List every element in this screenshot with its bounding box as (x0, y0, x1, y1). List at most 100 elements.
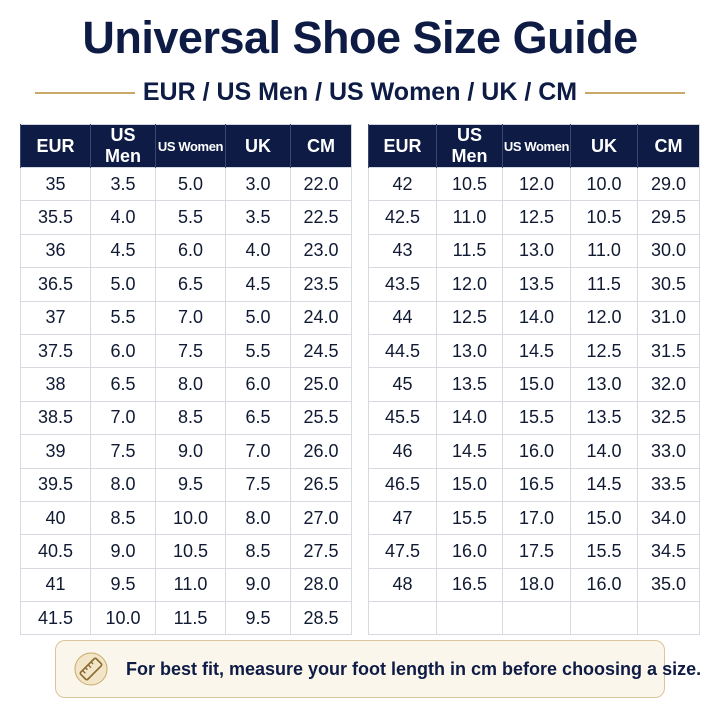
size-cell: 11.0 (155, 567, 226, 603)
size-cell: 45 (368, 367, 437, 402)
size-cell: 7.0 (225, 434, 291, 469)
divider (35, 92, 135, 94)
size-cell: 4.5 (225, 267, 291, 302)
size-cell: 10.5 (570, 200, 638, 235)
size-cell: 32.5 (637, 400, 700, 436)
table-head: EUR US Men US Women UK CM (20, 124, 352, 168)
size-cell: 32.0 (637, 367, 700, 402)
size-cell: 48 (368, 567, 437, 603)
size-cell: 16.5 (502, 467, 571, 502)
size-cell: 33.5 (637, 467, 700, 502)
size-cell: 43.5 (368, 267, 437, 302)
size-cell: 24.0 (290, 300, 352, 335)
tip-text: For best fit, measure your foot length i… (126, 659, 702, 679)
size-row: 45 13.5 15.0 13.0 32.0 (368, 367, 700, 402)
size-cell: 8.0 (90, 467, 156, 502)
size-row: 42 10.5 12.0 10.0 29.0 (368, 166, 700, 202)
size-cell: 36.5 (20, 267, 91, 302)
size-cell: 14.5 (502, 333, 571, 369)
size-row: 39 7.5 9.0 7.0 26.0 (20, 434, 352, 469)
size-cell: 5.0 (90, 267, 156, 302)
size-cell: 5.0 (155, 166, 226, 202)
size-cell: 12.5 (436, 300, 503, 335)
size-cell: 25.0 (290, 367, 352, 402)
size-cell: 8.0 (155, 367, 226, 402)
table-body: 35 3.5 5.0 3.0 22.0 35.5 4.0 5.5 3.5 22.5 36 4.5 6.0… (20, 166, 352, 636)
size-cell: 42.5 (368, 200, 437, 235)
size-cell: 11.5 (570, 267, 638, 302)
size-cell: 14.5 (436, 434, 503, 469)
size-cell: 9.5 (155, 467, 226, 502)
size-cell: 46 (368, 434, 437, 469)
size-cell: 13.0 (502, 233, 571, 269)
size-cell: 4.0 (225, 233, 291, 269)
size-cell: 29.5 (637, 200, 700, 235)
size-row: 36.5 5.0 6.5 4.5 23.5 (20, 267, 352, 302)
size-cell: 7.0 (155, 300, 226, 335)
size-cell: 6.0 (225, 367, 291, 402)
column-header: US Women (502, 124, 571, 168)
size-cell: 10.5 (155, 534, 226, 569)
size-cell: 23.5 (290, 267, 352, 302)
size-cell: 10.0 (570, 166, 638, 202)
empty-cell (368, 601, 437, 636)
size-cell: 39 (20, 434, 91, 469)
size-cell: 31.5 (637, 333, 700, 369)
size-cell: 12.0 (570, 300, 638, 335)
size-row: 35.5 4.0 5.5 3.5 22.5 (20, 200, 352, 235)
size-cell: 28.0 (290, 567, 352, 603)
size-row: 35 3.5 5.0 3.0 22.0 (20, 166, 352, 202)
size-cell: 14.0 (502, 300, 571, 335)
size-cell: 8.5 (225, 534, 291, 569)
size-row: 48 16.5 18.0 16.0 35.0 (368, 567, 700, 603)
size-cell: 40.5 (20, 534, 91, 569)
size-cell: 7.5 (155, 333, 226, 369)
size-cell: 14.5 (570, 467, 638, 502)
size-cell: 16.0 (436, 534, 503, 569)
size-cell: 47.5 (368, 534, 437, 569)
size-cell: 13.5 (570, 400, 638, 436)
size-cell: 12.0 (502, 166, 571, 202)
size-cell: 5.0 (225, 300, 291, 335)
size-cell: 27.5 (290, 534, 352, 569)
size-row: 36 4.5 6.0 4.0 23.0 (20, 233, 352, 269)
size-cell: 22.0 (290, 166, 352, 202)
empty-cell (637, 601, 700, 636)
size-row: 39.5 8.0 9.5 7.5 26.5 (20, 467, 352, 502)
size-cell: 34.0 (637, 500, 700, 536)
size-cell: 11.5 (436, 233, 503, 269)
size-cell: 15.5 (436, 500, 503, 536)
size-cell: 45.5 (368, 400, 437, 436)
subtitle: EUR / US Men / US Women / UK / CM (142, 78, 578, 106)
size-cell: 3.5 (90, 166, 156, 202)
empty-cell (570, 601, 638, 636)
size-cell: 15.5 (570, 534, 638, 569)
size-cell: 5.5 (155, 200, 226, 235)
column-header: UK (570, 124, 638, 168)
size-cell: 40 (20, 500, 91, 536)
size-cell: 4.0 (90, 200, 156, 235)
size-cell: 16.5 (436, 567, 503, 603)
size-cell: 33.0 (637, 434, 700, 469)
size-cell: 13.5 (436, 367, 503, 402)
size-row: 43 11.5 13.0 11.0 30.0 (368, 233, 700, 269)
empty-cell (502, 601, 571, 636)
size-cell: 14.0 (570, 434, 638, 469)
size-cell: 7.0 (90, 400, 156, 436)
size-cell: 46.5 (368, 467, 437, 502)
size-cell: 3.5 (225, 200, 291, 235)
size-row: 45.5 14.0 15.5 13.5 32.5 (368, 400, 700, 436)
column-header: EUR (368, 124, 437, 168)
size-cell: 16.0 (570, 567, 638, 603)
size-cell: 7.5 (90, 434, 156, 469)
size-cell: 29.0 (637, 166, 700, 202)
size-cell: 28.5 (290, 601, 352, 636)
size-row: 47 15.5 17.0 15.0 34.0 (368, 500, 700, 536)
column-header: CM (637, 124, 700, 168)
size-cell: 9.0 (155, 434, 226, 469)
size-row: 37 5.5 7.0 5.0 24.0 (20, 300, 352, 335)
size-cell: 44.5 (368, 333, 437, 369)
size-row: 46 14.5 16.0 14.0 33.0 (368, 434, 700, 469)
column-header: EUR (20, 124, 91, 168)
